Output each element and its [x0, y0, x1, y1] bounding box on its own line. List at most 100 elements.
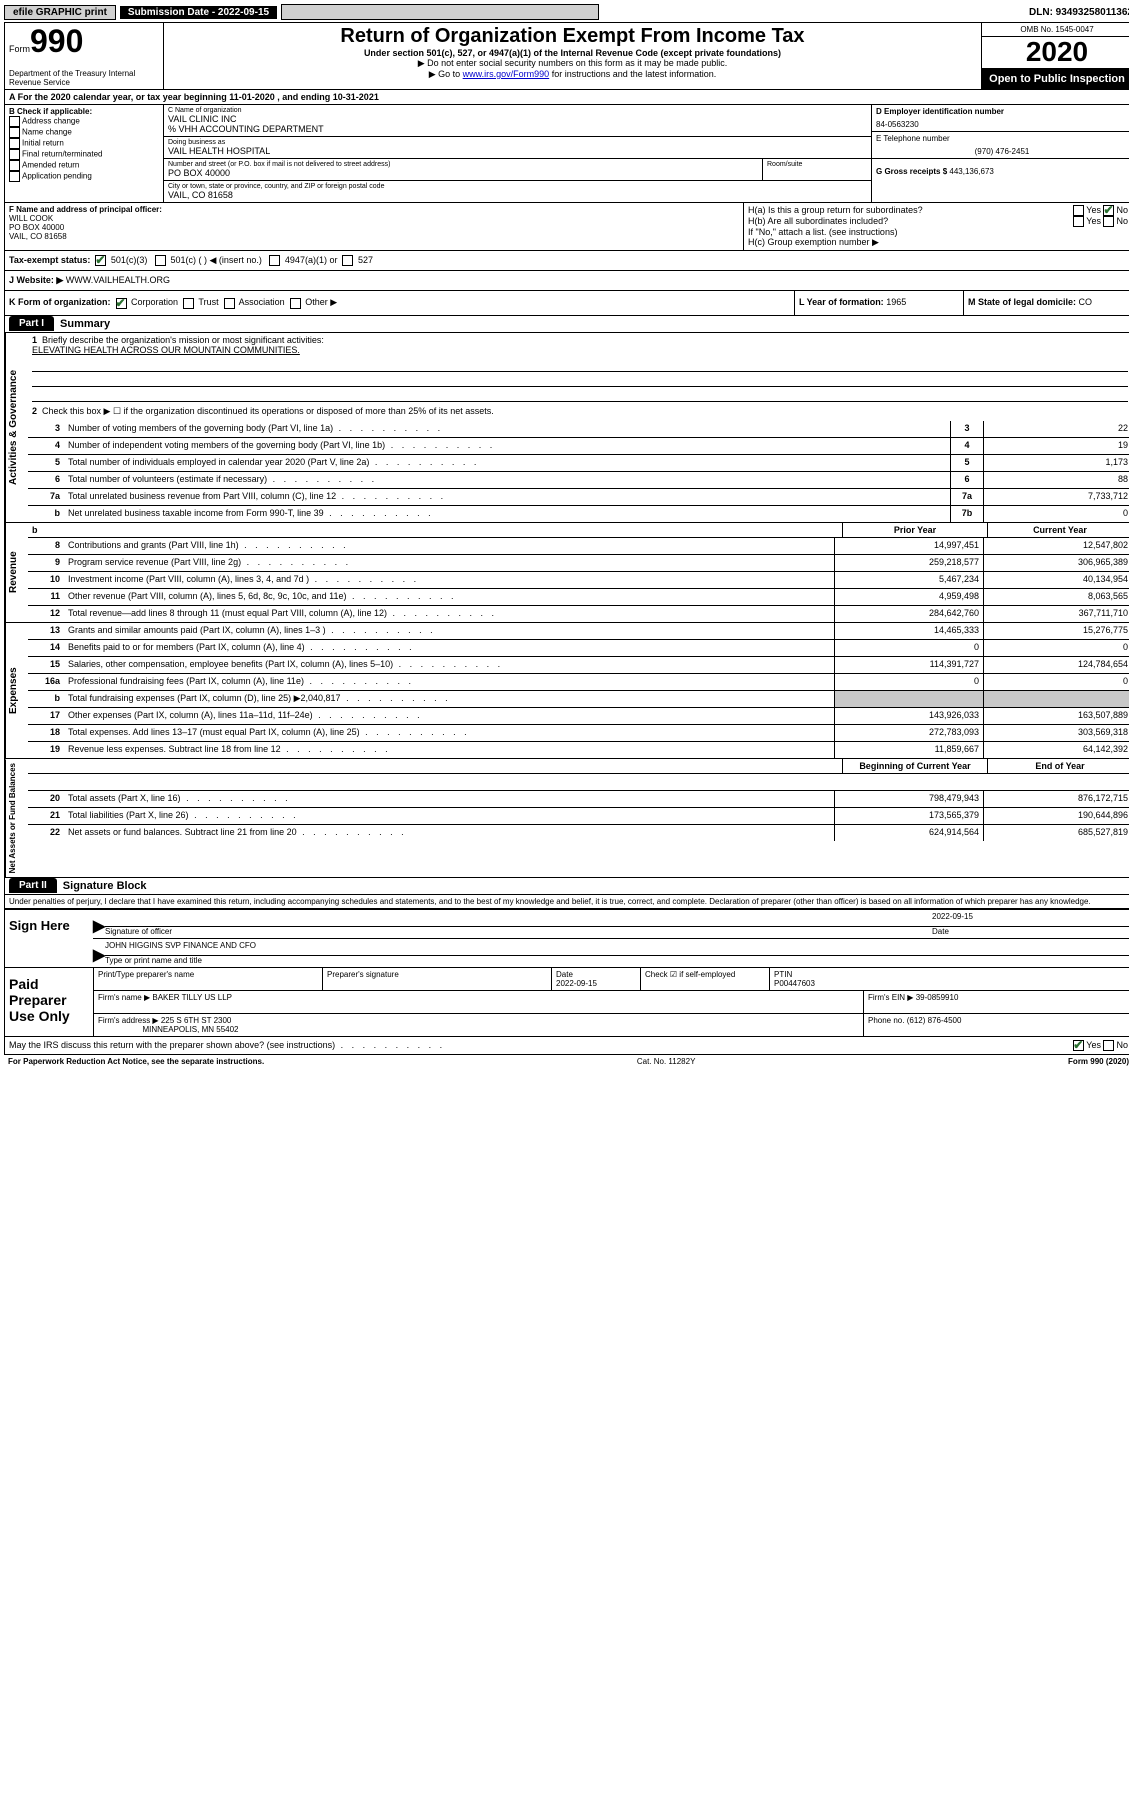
opt-pending[interactable]: Application pending [9, 171, 159, 182]
opt-amended[interactable]: Amended return [9, 160, 159, 171]
prep-sig-label: Preparer's signature [327, 970, 547, 979]
line-19: 19Revenue less expenses. Subtract line 1… [28, 742, 1129, 758]
prep-date-val: 2022-09-15 [556, 979, 597, 988]
omb: OMB No. 1545-0047 [982, 23, 1129, 37]
self-emp[interactable]: Check ☑ if self-employed [641, 968, 770, 990]
ein-val: 84-0563230 [876, 116, 1128, 129]
form-label: Form [9, 44, 30, 54]
opt-name[interactable]: Name change [9, 127, 159, 138]
te-501c-cb[interactable] [155, 255, 166, 266]
name-title-val: JOHN HIGGINS SVP FINANCE AND CFO [105, 941, 1129, 956]
part1-tab: Part I [9, 316, 54, 331]
line-13: 13Grants and similar amounts paid (Part … [28, 623, 1129, 640]
f-addr2: VAIL, CO 81658 [9, 232, 739, 241]
korg-state: M State of legal domicile: CO [963, 291, 1129, 314]
sig-date-label: Date [932, 927, 1129, 936]
tax-exempt: Tax-exempt status: 501(c)(3) 501(c) ( ) … [5, 251, 1129, 270]
footer-right: Form 990 (2020) [1068, 1057, 1129, 1066]
korg-trust-cb[interactable] [183, 298, 194, 309]
dba-label: Doing business as [168, 139, 867, 146]
opt-initial[interactable]: Initial return [9, 138, 159, 149]
header-right: OMB No. 1545-0047 2020 Open to Public In… [981, 23, 1129, 89]
korg-assoc-cb[interactable] [224, 298, 235, 309]
line-22: 22Net assets or fund balances. Subtract … [28, 825, 1129, 841]
section-a: A For the 2020 calendar year, or tax yea… [5, 90, 1129, 105]
efile-btn[interactable]: efile GRAPHIC print [4, 5, 116, 20]
footer-mid: Cat. No. 11282Y [264, 1057, 1068, 1066]
ha-yesno[interactable]: Yes No [1073, 205, 1128, 216]
website-val: WWW.VAILHEALTH.ORG [66, 275, 170, 286]
korg-left: K Form of organization: Corporation Trus… [5, 291, 794, 314]
te-501c: 501(c) ( ) ◀ (insert no.) [170, 255, 261, 265]
line-8: 8Contributions and grants (Part VIII, li… [28, 538, 1129, 555]
hb-yesno[interactable]: Yes No [1073, 216, 1128, 227]
hc-label: H(c) Group exemption number ▶ [748, 237, 1128, 248]
line-b: bTotal fundraising expenses (Part IX, co… [28, 691, 1129, 708]
sig-arrow-2: ▶ [93, 945, 105, 965]
paid-preparer-block: Paid Preparer Use Only Print/Type prepar… [5, 967, 1129, 1036]
ha-label: H(a) Is this a group return for subordin… [748, 205, 923, 216]
header: Form990 Department of the Treasury Inter… [5, 23, 1129, 90]
org-name: VAIL CLINIC INC [168, 114, 867, 124]
website-label: J Website: ▶ [9, 275, 63, 286]
paid-label: Paid Preparer Use Only [5, 968, 93, 1036]
line-17: 17Other expenses (Part IX, column (A), l… [28, 708, 1129, 725]
te-501c3-cb[interactable] [95, 255, 106, 266]
col-begin: Beginning of Current Year [842, 759, 987, 773]
te-4947-cb[interactable] [269, 255, 280, 266]
sig-officer-label: Signature of officer [105, 927, 932, 936]
ptin-label: PTIN [774, 970, 792, 979]
discuss-row: May the IRS discuss this return with the… [5, 1036, 1129, 1054]
block-right: D Employer identification number 84-0563… [871, 105, 1129, 202]
prep-phone-label: Phone no. [868, 1016, 904, 1025]
part2-title: Signature Block [57, 878, 153, 894]
firm-name-label: Firm's name ▶ [98, 993, 150, 1002]
discuss-yesno[interactable]: Yes No [1073, 1040, 1128, 1051]
te-501c3: 501(c)(3) [111, 255, 148, 265]
dln: DLN: 93493258011362 [1029, 7, 1129, 18]
block-f: F Name and address of principal officer:… [5, 203, 744, 250]
line-21: 21Total liabilities (Part X, line 26)173… [28, 808, 1129, 825]
korg-label: K Form of organization: [9, 297, 111, 307]
korg-assoc: Association [239, 297, 285, 307]
prep-date-label: Date [556, 970, 573, 979]
org-care: % VHH ACCOUNTING DEPARTMENT [168, 124, 867, 134]
phone-label: E Telephone number [876, 134, 1128, 143]
part2-tab: Part II [9, 878, 57, 893]
header-left: Form990 Department of the Treasury Inter… [5, 23, 164, 89]
opt-final[interactable]: Final return/terminated [9, 149, 159, 160]
street-label: Number and street (or P.O. box if mail i… [168, 161, 758, 168]
vlab-exp: Expenses [5, 623, 28, 758]
f-addr1: PO BOX 40000 [9, 223, 739, 232]
city-val: VAIL, CO 81658 [168, 190, 867, 200]
opt-address[interactable]: Address change [9, 116, 159, 127]
firm-addr1: 225 S 6TH ST 2300 [161, 1016, 232, 1025]
line-6: 6Total number of volunteers (estimate if… [28, 472, 1129, 489]
line-10: 10Investment income (Part VIII, column (… [28, 572, 1129, 589]
revenue-section: Revenue b Prior Year Current Year 8Contr… [5, 523, 1129, 623]
street-val: PO BOX 40000 [168, 168, 758, 178]
prep-name-label: Print/Type preparer's name [98, 970, 318, 979]
submission-date: Submission Date - 2022-09-15 [120, 6, 277, 19]
line-16a: 16aProfessional fundraising fees (Part I… [28, 674, 1129, 691]
name-label: C Name of organization [168, 107, 867, 114]
vlab-net: Net Assets or Fund Balances [5, 759, 28, 877]
firm-addr2: MINNEAPOLIS, MN 55402 [142, 1025, 238, 1034]
blank-line-3 [32, 387, 1128, 402]
te-label: Tax-exempt status: [9, 255, 90, 265]
korg-other-cb[interactable] [290, 298, 301, 309]
dba-val: VAIL HEALTH HOSPITAL [168, 146, 867, 156]
korg-corp-cb[interactable] [116, 298, 127, 309]
discuss-label: May the IRS discuss this return with the… [9, 1040, 1073, 1051]
phone-val: (970) 476-2451 [876, 143, 1128, 156]
penalty-text: Under penalties of perjury, I declare th… [5, 895, 1129, 909]
irs-link[interactable]: www.irs.gov/Form990 [463, 69, 550, 79]
ptin-val: P00447603 [774, 979, 815, 988]
subtitle-3: ▶ Go to www.irs.gov/Form990 for instruct… [170, 69, 975, 80]
open-public: Open to Public Inspection [982, 69, 1129, 89]
te-527-cb[interactable] [342, 255, 353, 266]
gross-label: G Gross receipts $ [876, 167, 949, 176]
te-4947: 4947(a)(1) or [285, 255, 338, 265]
sign-here-block: Sign Here ▶ Signature of officer 2022-09… [5, 909, 1129, 967]
blocks-bcdeg: B Check if applicable: Address change Na… [5, 105, 1129, 203]
